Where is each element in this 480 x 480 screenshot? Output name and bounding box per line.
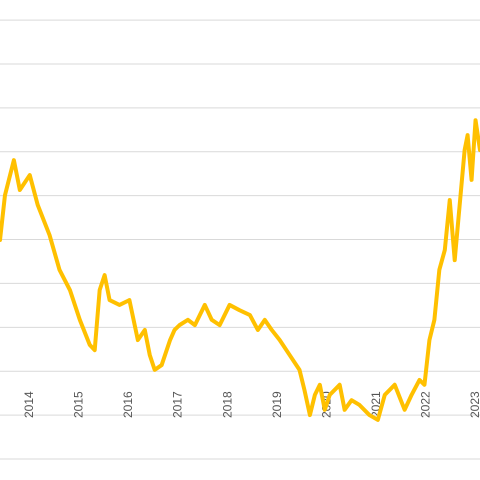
x-tick-label: 2015 — [72, 391, 86, 418]
x-tick-label: 2023 — [468, 391, 480, 418]
x-tick-label: 2016 — [121, 391, 135, 418]
data-line — [0, 118, 480, 422]
x-tick-label: 2018 — [220, 391, 234, 418]
x-tick-label: 2022 — [419, 391, 433, 418]
x-tick-label: 2017 — [171, 391, 185, 418]
x-tick-label: 2019 — [270, 391, 284, 418]
x-tick-label: 2014 — [22, 391, 36, 418]
